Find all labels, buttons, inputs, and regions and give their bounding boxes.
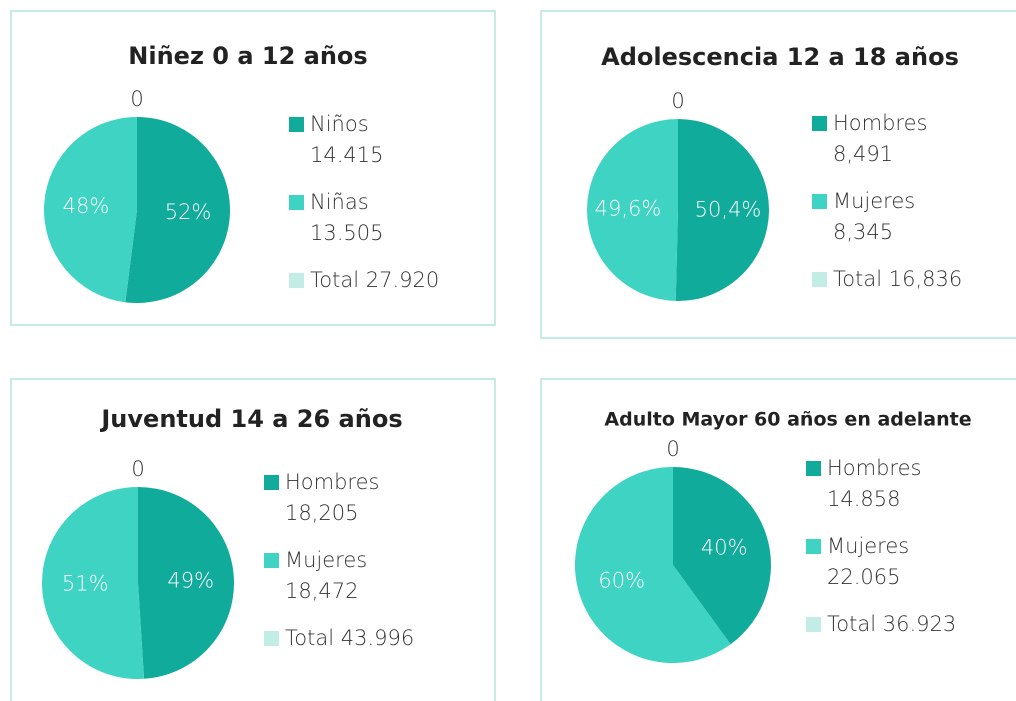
legend-swatch bbox=[264, 475, 279, 490]
legend-swatch bbox=[264, 631, 279, 646]
pie-slice bbox=[675, 119, 770, 301]
legend-label: Niños 14.415 bbox=[310, 112, 384, 167]
panel bbox=[10, 10, 496, 326]
legend-item: Mujeres 18,472 bbox=[264, 545, 414, 607]
legend-item: Total 16,836 bbox=[812, 264, 962, 295]
data-label: 0 bbox=[130, 87, 143, 111]
legend-label: Mujeres 22.065 bbox=[827, 534, 910, 589]
data-label: 52% bbox=[165, 200, 212, 224]
data-label: 0 bbox=[671, 89, 684, 113]
legend-label: Total 43.996 bbox=[285, 626, 415, 650]
legend-item: Hombres 14.858 bbox=[806, 453, 956, 515]
legend-label: Total 16,836 bbox=[833, 267, 963, 291]
legend-label: Niñas 13.505 bbox=[310, 190, 384, 245]
chart-title: Juventud 14 a 26 años bbox=[99, 405, 402, 433]
panel bbox=[540, 10, 1016, 339]
pie-slice bbox=[41, 487, 145, 679]
legend-item: Niñas 13.505 bbox=[289, 187, 439, 249]
data-label: 0 bbox=[131, 457, 144, 481]
legend-label: Mujeres 8,345 bbox=[833, 189, 916, 244]
legend-swatch bbox=[289, 117, 304, 132]
panel bbox=[10, 378, 496, 701]
legend-item: Hombres 8,491 bbox=[812, 108, 962, 170]
legend: Hombres 18,205 Mujeres 18,472 Total 43.996 bbox=[264, 467, 414, 654]
pie-slice bbox=[138, 487, 234, 679]
data-label: 60% bbox=[598, 569, 645, 593]
pie-slice bbox=[125, 117, 231, 303]
legend-item: Total 36.923 bbox=[806, 609, 956, 640]
chart-title: Adolescencia 12 a 18 años bbox=[601, 43, 959, 71]
pie-slice bbox=[673, 467, 772, 645]
legend-item: Mujeres 22.065 bbox=[806, 531, 956, 593]
chart-title: Niñez 0 a 12 años bbox=[128, 42, 367, 70]
panel bbox=[540, 378, 1016, 701]
legend-label: Hombres 14.858 bbox=[827, 456, 922, 511]
legend-swatch bbox=[806, 617, 821, 632]
legend-swatch bbox=[264, 553, 279, 568]
pie-slice bbox=[587, 119, 678, 301]
legend: Hombres 8,491 Mujeres 8,345 Total 16,836 bbox=[812, 108, 962, 295]
legend-item: Mujeres 8,345 bbox=[812, 186, 962, 248]
legend-item: Niños 14.415 bbox=[289, 109, 439, 171]
data-label: 40% bbox=[701, 535, 748, 559]
data-label: 0 bbox=[666, 437, 679, 461]
pie-slice bbox=[44, 117, 138, 303]
data-label: 49,6% bbox=[595, 196, 662, 220]
pie-slice bbox=[575, 467, 731, 663]
legend-label: Total 27.920 bbox=[310, 268, 440, 292]
data-label: 48% bbox=[63, 194, 110, 218]
legend-swatch bbox=[812, 194, 827, 209]
legend: Hombres 14.858 Mujeres 22.065 Total 36.923 bbox=[806, 453, 956, 640]
legend-item: Total 27.920 bbox=[289, 265, 439, 296]
data-label: 51% bbox=[62, 572, 109, 596]
legend-item: Hombres 18,205 bbox=[264, 467, 414, 529]
legend-label: Total 36.923 bbox=[827, 612, 957, 636]
legend-swatch bbox=[812, 272, 827, 287]
legend-swatch bbox=[806, 461, 821, 476]
legend-swatch bbox=[289, 195, 304, 210]
legend-swatch bbox=[289, 273, 304, 288]
legend-item: Total 43.996 bbox=[264, 623, 414, 654]
data-label: 50,4% bbox=[695, 198, 762, 222]
legend-swatch bbox=[806, 539, 821, 554]
legend-label: Mujeres 18,472 bbox=[285, 548, 368, 603]
legend-label: Hombres 8,491 bbox=[833, 111, 928, 166]
data-label: 49% bbox=[167, 568, 214, 592]
legend-label: Hombres 18,205 bbox=[285, 470, 380, 525]
legend-swatch bbox=[812, 116, 827, 131]
chart-title: Adulto Mayor 60 años en adelante bbox=[604, 409, 971, 431]
legend: Niños 14.415 Niñas 13.505 Total 27.920 bbox=[289, 109, 439, 296]
